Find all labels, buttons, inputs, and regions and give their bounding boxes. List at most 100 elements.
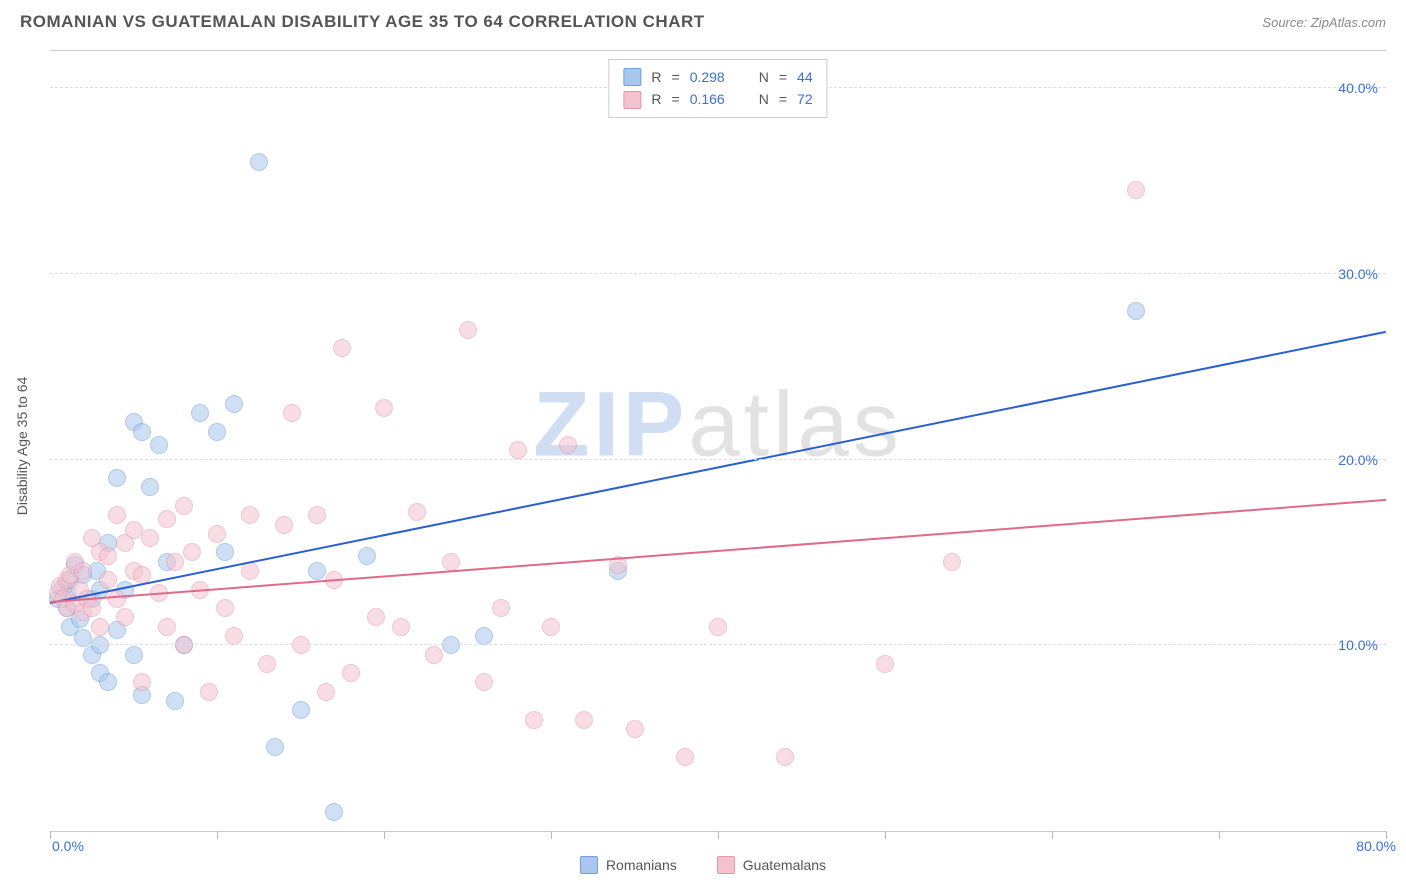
guatemalans-marker: [158, 510, 176, 528]
x-tick: [718, 831, 719, 839]
romanians-marker: [216, 543, 234, 561]
guatemalans-marker: [342, 664, 360, 682]
guatemalans-marker: [175, 497, 193, 515]
eq: =: [779, 66, 787, 88]
guatemalans-marker: [408, 503, 426, 521]
guatemalans-marker: [108, 506, 126, 524]
guatemalans-marker: [876, 655, 894, 673]
guatemalans-marker: [943, 553, 961, 571]
y-tick-label: 10.0%: [1338, 637, 1378, 653]
guatemalans-marker: [125, 521, 143, 539]
guatemalans-legend-label: Guatemalans: [743, 857, 826, 873]
guatemalans-marker: [542, 618, 560, 636]
guatemalans-n-value: 72: [797, 88, 813, 110]
guatemalans-marker: [392, 618, 410, 636]
guatemalans-marker: [99, 547, 117, 565]
guatemalans-marker: [175, 636, 193, 654]
romanians-swatch: [580, 856, 598, 874]
guatemalans-swatch: [717, 856, 735, 874]
guatemalans-marker: [83, 599, 101, 617]
guatemalans-marker: [241, 506, 259, 524]
guatemalans-marker: [425, 646, 443, 664]
gridline: [50, 273, 1386, 274]
guatemalans-marker: [442, 553, 460, 571]
guatemalans-marker: [91, 618, 109, 636]
guatemalans-marker: [108, 590, 126, 608]
romanians-marker: [166, 692, 184, 710]
eq: =: [672, 66, 680, 88]
r-label: R: [651, 88, 661, 110]
correlation-legend-row: R=0.166N=72: [623, 88, 812, 110]
romanians-legend-label: Romanians: [606, 857, 677, 873]
guatemalans-marker: [676, 748, 694, 766]
romanians-marker: [108, 469, 126, 487]
source-name: ZipAtlas.com: [1311, 15, 1386, 30]
x-tick: [50, 831, 51, 839]
guatemalans-marker: [225, 627, 243, 645]
legend-item-romanians: Romanians: [580, 856, 677, 874]
romanians-marker: [358, 547, 376, 565]
y-tick-label: 40.0%: [1338, 80, 1378, 96]
guatemalans-marker: [317, 683, 335, 701]
romanians-marker: [191, 404, 209, 422]
n-label: N: [759, 88, 769, 110]
plot-area: [50, 51, 1386, 831]
romanians-marker: [442, 636, 460, 654]
guatemalans-marker: [308, 506, 326, 524]
guatemalans-marker: [575, 711, 593, 729]
x-tick: [1052, 831, 1053, 839]
x-tick: [551, 831, 552, 839]
guatemalans-marker: [258, 655, 276, 673]
guatemalans-marker: [216, 599, 234, 617]
guatemalans-marker: [292, 636, 310, 654]
guatemalans-marker: [283, 404, 301, 422]
guatemalans-marker: [158, 618, 176, 636]
romanians-swatch: [623, 68, 641, 86]
x-tick: [384, 831, 385, 839]
romanians-r-value: 0.298: [690, 66, 725, 88]
guatemalans-marker: [200, 683, 218, 701]
chart-title: ROMANIAN VS GUATEMALAN DISABILITY AGE 35…: [20, 12, 705, 32]
x-tick-label: 0.0%: [52, 838, 84, 854]
guatemalans-marker: [459, 321, 477, 339]
romanians-marker: [91, 636, 109, 654]
romanians-marker: [99, 673, 117, 691]
scatter-chart: ZIPatlas R=0.298N=44R=0.166N=72 10.0%20.…: [50, 50, 1386, 832]
guatemalans-marker: [776, 748, 794, 766]
n-label: N: [759, 66, 769, 88]
x-tick: [885, 831, 886, 839]
guatemalans-marker: [475, 673, 493, 691]
legend-item-guatemalans: Guatemalans: [717, 856, 826, 874]
guatemalans-marker: [99, 571, 117, 589]
guatemalans-marker: [133, 673, 151, 691]
guatemalans-marker: [559, 436, 577, 454]
guatemalans-marker: [525, 711, 543, 729]
guatemalans-marker: [375, 399, 393, 417]
romanians-n-value: 44: [797, 66, 813, 88]
romanians-marker: [208, 423, 226, 441]
guatemalans-marker: [183, 543, 201, 561]
y-tick-label: 30.0%: [1338, 266, 1378, 282]
romanians-marker: [308, 562, 326, 580]
romanians-marker: [141, 478, 159, 496]
guatemalans-marker: [241, 562, 259, 580]
guatemalans-marker: [208, 525, 226, 543]
guatemalans-marker: [626, 720, 644, 738]
guatemalans-marker: [141, 529, 159, 547]
guatemalans-marker: [116, 608, 134, 626]
x-tick: [1219, 831, 1220, 839]
romanians-marker: [1127, 302, 1145, 320]
correlation-legend-row: R=0.298N=44: [623, 66, 812, 88]
romanians-marker: [266, 738, 284, 756]
romanians-marker: [225, 395, 243, 413]
romanians-marker: [250, 153, 268, 171]
eq: =: [779, 88, 787, 110]
x-tick: [217, 831, 218, 839]
guatemalans-marker: [275, 516, 293, 534]
guatemalans-marker: [709, 618, 727, 636]
romanians-marker: [475, 627, 493, 645]
gridline: [50, 644, 1386, 645]
guatemalans-marker: [492, 599, 510, 617]
guatemalans-marker: [333, 339, 351, 357]
guatemalans-marker: [367, 608, 385, 626]
